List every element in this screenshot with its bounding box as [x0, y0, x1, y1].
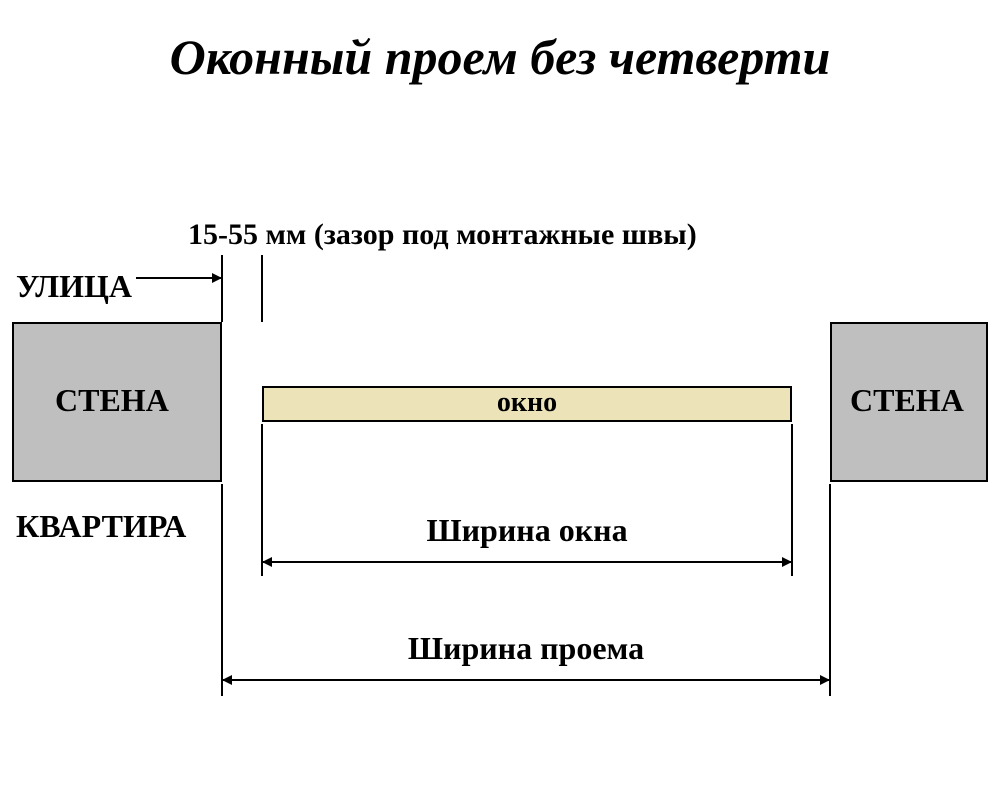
dimensions-overlay: [0, 0, 1000, 800]
diagram-canvas: Оконный проем без четверти УЛИЦА КВАРТИР…: [0, 0, 1000, 800]
